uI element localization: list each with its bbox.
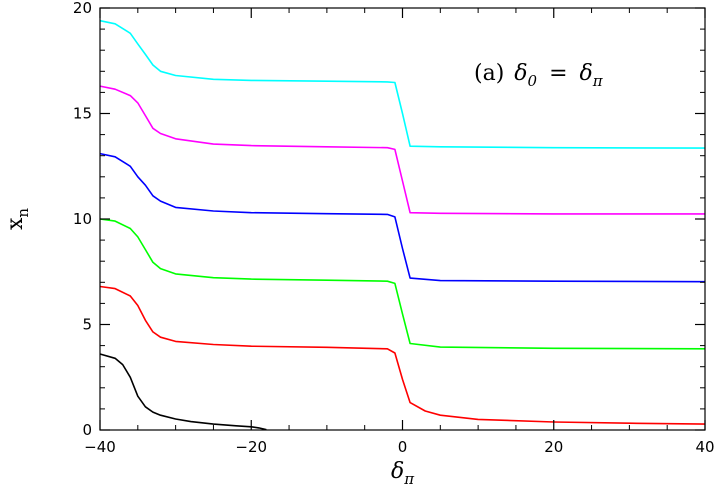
x-tick-label: 0: [398, 438, 408, 456]
y-axis-label-subscript: n: [14, 208, 32, 218]
y-tick-label: 15: [73, 105, 92, 123]
y-tick-label: 10: [73, 210, 92, 228]
series-line-3: [99, 152, 706, 283]
annotation-rhs: δ: [580, 61, 593, 86]
y-tick-label: 5: [82, 316, 92, 334]
series-line-5: [99, 285, 706, 425]
x-axis-label-main: δ: [391, 459, 404, 484]
y-tick-label: 20: [73, 0, 92, 17]
x-tick-label: 20: [544, 438, 563, 456]
y-axis-label: xn: [3, 208, 32, 230]
y-axis-label-main: x: [3, 217, 28, 230]
annotation-prefix: (a): [474, 61, 504, 86]
series-line-4: [99, 218, 706, 350]
series-line-1: [99, 19, 706, 149]
series-layer: [99, 19, 706, 431]
ticks-layer: −40 −20 0 20 40 0 5 10 15 20: [73, 0, 715, 456]
annotation-lhs: δ: [514, 61, 527, 86]
annotation-equals: =: [549, 61, 567, 86]
series-line-6: [99, 353, 267, 431]
plot-frame: [99, 7, 706, 431]
x-axis-label: δπ: [391, 459, 415, 488]
x-tick-label: 40: [695, 438, 714, 456]
x-axis-label-subscript: π: [403, 470, 415, 488]
annotation-rhs-subscript: π: [592, 72, 604, 90]
panel-annotation: (a) δ0 = δπ: [474, 61, 604, 90]
annotation-lhs-subscript: 0: [528, 72, 538, 90]
series-line-2: [99, 85, 705, 215]
x-tick-label: −40: [84, 438, 116, 456]
x-tick-label: −20: [235, 438, 267, 456]
y-tick-label: 0: [82, 421, 92, 439]
